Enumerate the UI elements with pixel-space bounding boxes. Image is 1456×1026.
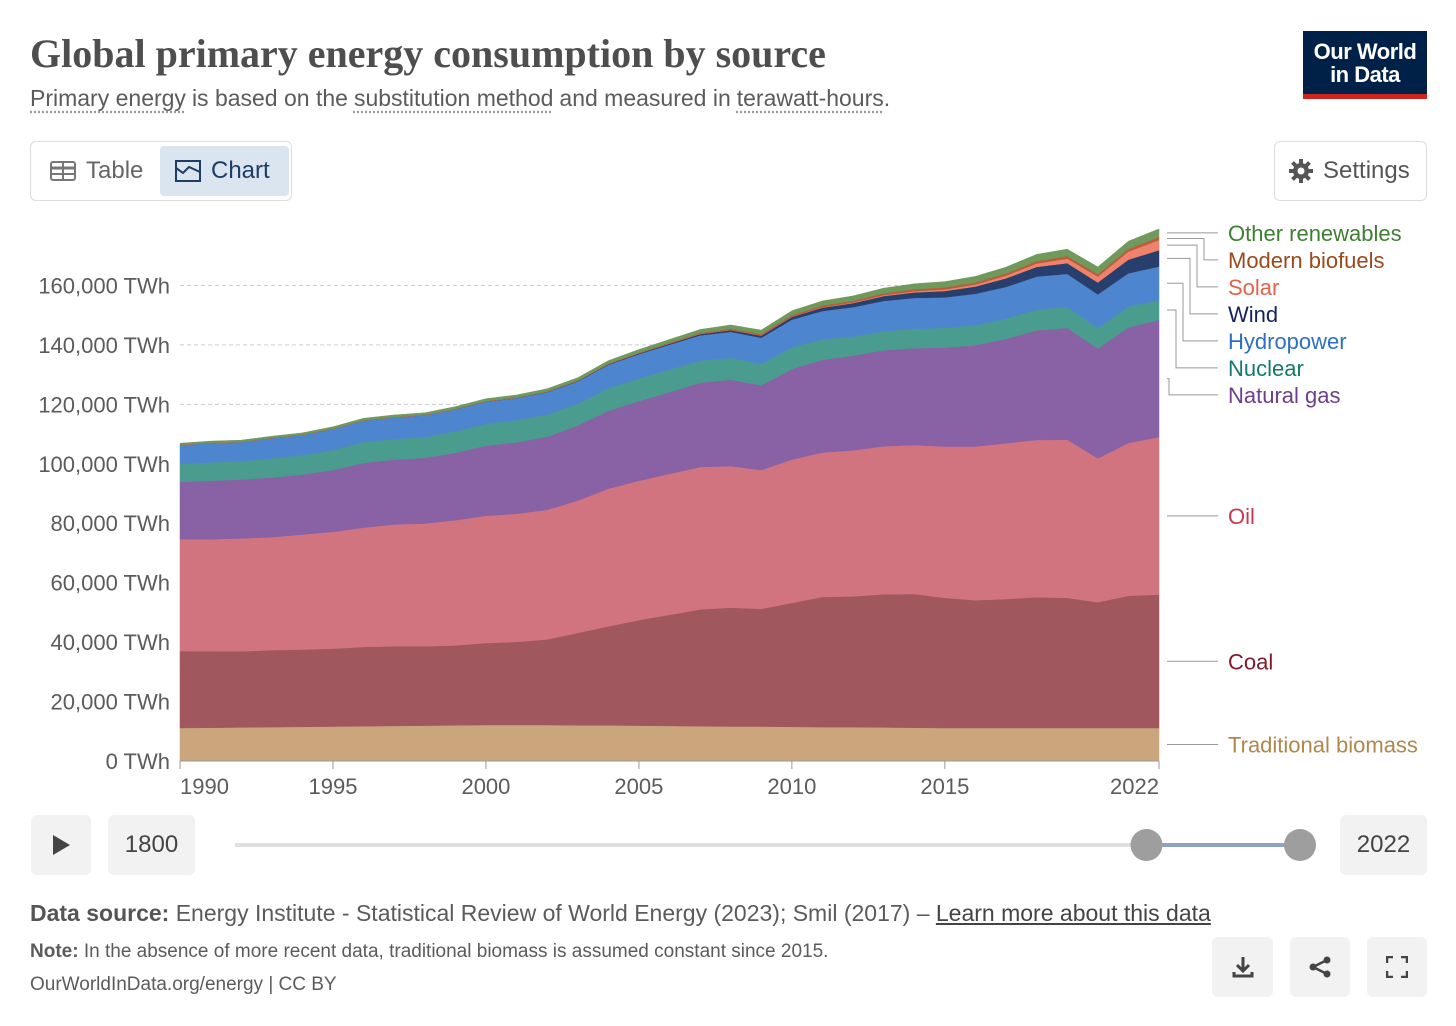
share-icon bbox=[1309, 956, 1331, 978]
tab-group: Table Chart bbox=[30, 141, 292, 201]
legend-label: Wind bbox=[1228, 302, 1278, 327]
timeline-slider bbox=[235, 829, 1316, 861]
legend-connector bbox=[1167, 244, 1218, 288]
subtitle-text: and measured in bbox=[559, 85, 731, 111]
settings-button[interactable]: Settings bbox=[1274, 141, 1427, 201]
subtitle-link[interactable]: terawatt-hours bbox=[736, 85, 884, 111]
table-icon bbox=[50, 161, 76, 181]
source-text: Energy Institute - Statistical Review of… bbox=[175, 900, 930, 926]
subtitle-text: is based on the bbox=[191, 85, 348, 111]
timeline-handle[interactable] bbox=[1284, 829, 1316, 861]
x-tick-label: 2022 bbox=[1110, 774, 1159, 799]
tab[interactable]: Chart bbox=[160, 146, 289, 196]
legend-connector bbox=[1167, 378, 1218, 396]
x-tick-label: 2005 bbox=[614, 774, 663, 799]
logo-bar bbox=[1303, 94, 1427, 99]
x-tick-label: 2015 bbox=[920, 774, 969, 799]
legend-connector bbox=[1167, 282, 1218, 342]
x-tick-label: 2000 bbox=[461, 774, 510, 799]
y-tick-label: 20,000 TWh bbox=[51, 690, 170, 715]
logo-text: Our World bbox=[1313, 39, 1417, 64]
y-tick-label: 100,000 TWh bbox=[38, 452, 170, 477]
legend-label: Nuclear bbox=[1228, 356, 1304, 381]
source: Data source: Energy Institute - Statisti… bbox=[30, 900, 1211, 927]
legend-label: Traditional biomass bbox=[1228, 733, 1418, 758]
legend-label: Oil bbox=[1228, 504, 1255, 529]
legend-label: Natural gas bbox=[1228, 383, 1341, 408]
y-tick-label: 60,000 TWh bbox=[51, 571, 170, 596]
area bbox=[179, 228, 1160, 445]
x-tick-label: 1990 bbox=[180, 774, 229, 799]
play-button[interactable] bbox=[31, 815, 91, 875]
legend-label: Coal bbox=[1228, 649, 1273, 674]
legend-connector bbox=[1167, 237, 1218, 261]
tab-label: Table bbox=[86, 157, 144, 184]
area bbox=[179, 724, 1160, 762]
logo[interactable]: Our World in Data bbox=[1303, 31, 1427, 99]
source-link[interactable]: Learn more about this data bbox=[935, 900, 1211, 926]
y-tick-label: 160,000 TWh bbox=[38, 273, 170, 298]
timeline-end[interactable]: 2022 bbox=[1340, 815, 1427, 875]
logo-text: in Data bbox=[1330, 62, 1400, 87]
title: Global primary energy consumption by sou… bbox=[30, 31, 826, 76]
legend-label: Modern biofuels bbox=[1228, 248, 1385, 273]
timeline-start[interactable]: 1800 bbox=[108, 815, 195, 875]
note-text: In the absence of more recent data, trad… bbox=[83, 941, 829, 962]
subtitle-text: . bbox=[883, 85, 891, 111]
x-tick-label: 1995 bbox=[308, 774, 357, 799]
note-label: Note: bbox=[30, 941, 79, 962]
y-tick-label: 80,000 TWh bbox=[51, 511, 170, 536]
y-tick-label: 120,000 TWh bbox=[38, 392, 170, 417]
fullscreen-button[interactable] bbox=[1367, 937, 1427, 997]
gear-icon bbox=[1289, 159, 1313, 183]
chart: 0 TWh 20,000 TWh 40,000 TWh 60,000 TWh 80,00… bbox=[38, 221, 1418, 799]
legend-label: Hydropower bbox=[1228, 329, 1347, 354]
fullscreen-icon bbox=[1386, 956, 1408, 978]
x-tick-label: 2010 bbox=[767, 774, 816, 799]
subtitle-link[interactable]: substitution method bbox=[353, 85, 554, 111]
tab-label: Chart bbox=[211, 157, 270, 184]
subtitle: Primary energy is based on the substitutio… bbox=[30, 85, 896, 112]
y-tick-label: 140,000 TWh bbox=[38, 333, 170, 358]
y-tick-label: 0 TWh bbox=[106, 749, 170, 774]
y-tick-label: 40,000 TWh bbox=[51, 630, 170, 655]
timeline-handle[interactable] bbox=[1130, 829, 1163, 861]
legend-connector bbox=[1167, 309, 1218, 369]
legend-connector bbox=[1167, 257, 1218, 315]
legend-label: Other renewables bbox=[1228, 221, 1402, 246]
legend-label: Solar bbox=[1228, 275, 1279, 300]
share-button[interactable] bbox=[1290, 937, 1350, 997]
source-label: Data source: bbox=[30, 900, 170, 926]
download-icon bbox=[1232, 957, 1253, 978]
credit: OurWorldInData.org/energy | CC BY bbox=[30, 974, 337, 995]
subtitle-link[interactable]: Primary energy bbox=[30, 85, 186, 111]
download-button[interactable] bbox=[1212, 937, 1273, 997]
note: Note: In the absence of more recent data… bbox=[30, 941, 828, 963]
settings-label: Settings bbox=[1323, 157, 1410, 184]
chart-icon bbox=[175, 160, 201, 182]
tab[interactable]: Table bbox=[35, 146, 159, 196]
play-icon bbox=[53, 835, 70, 855]
